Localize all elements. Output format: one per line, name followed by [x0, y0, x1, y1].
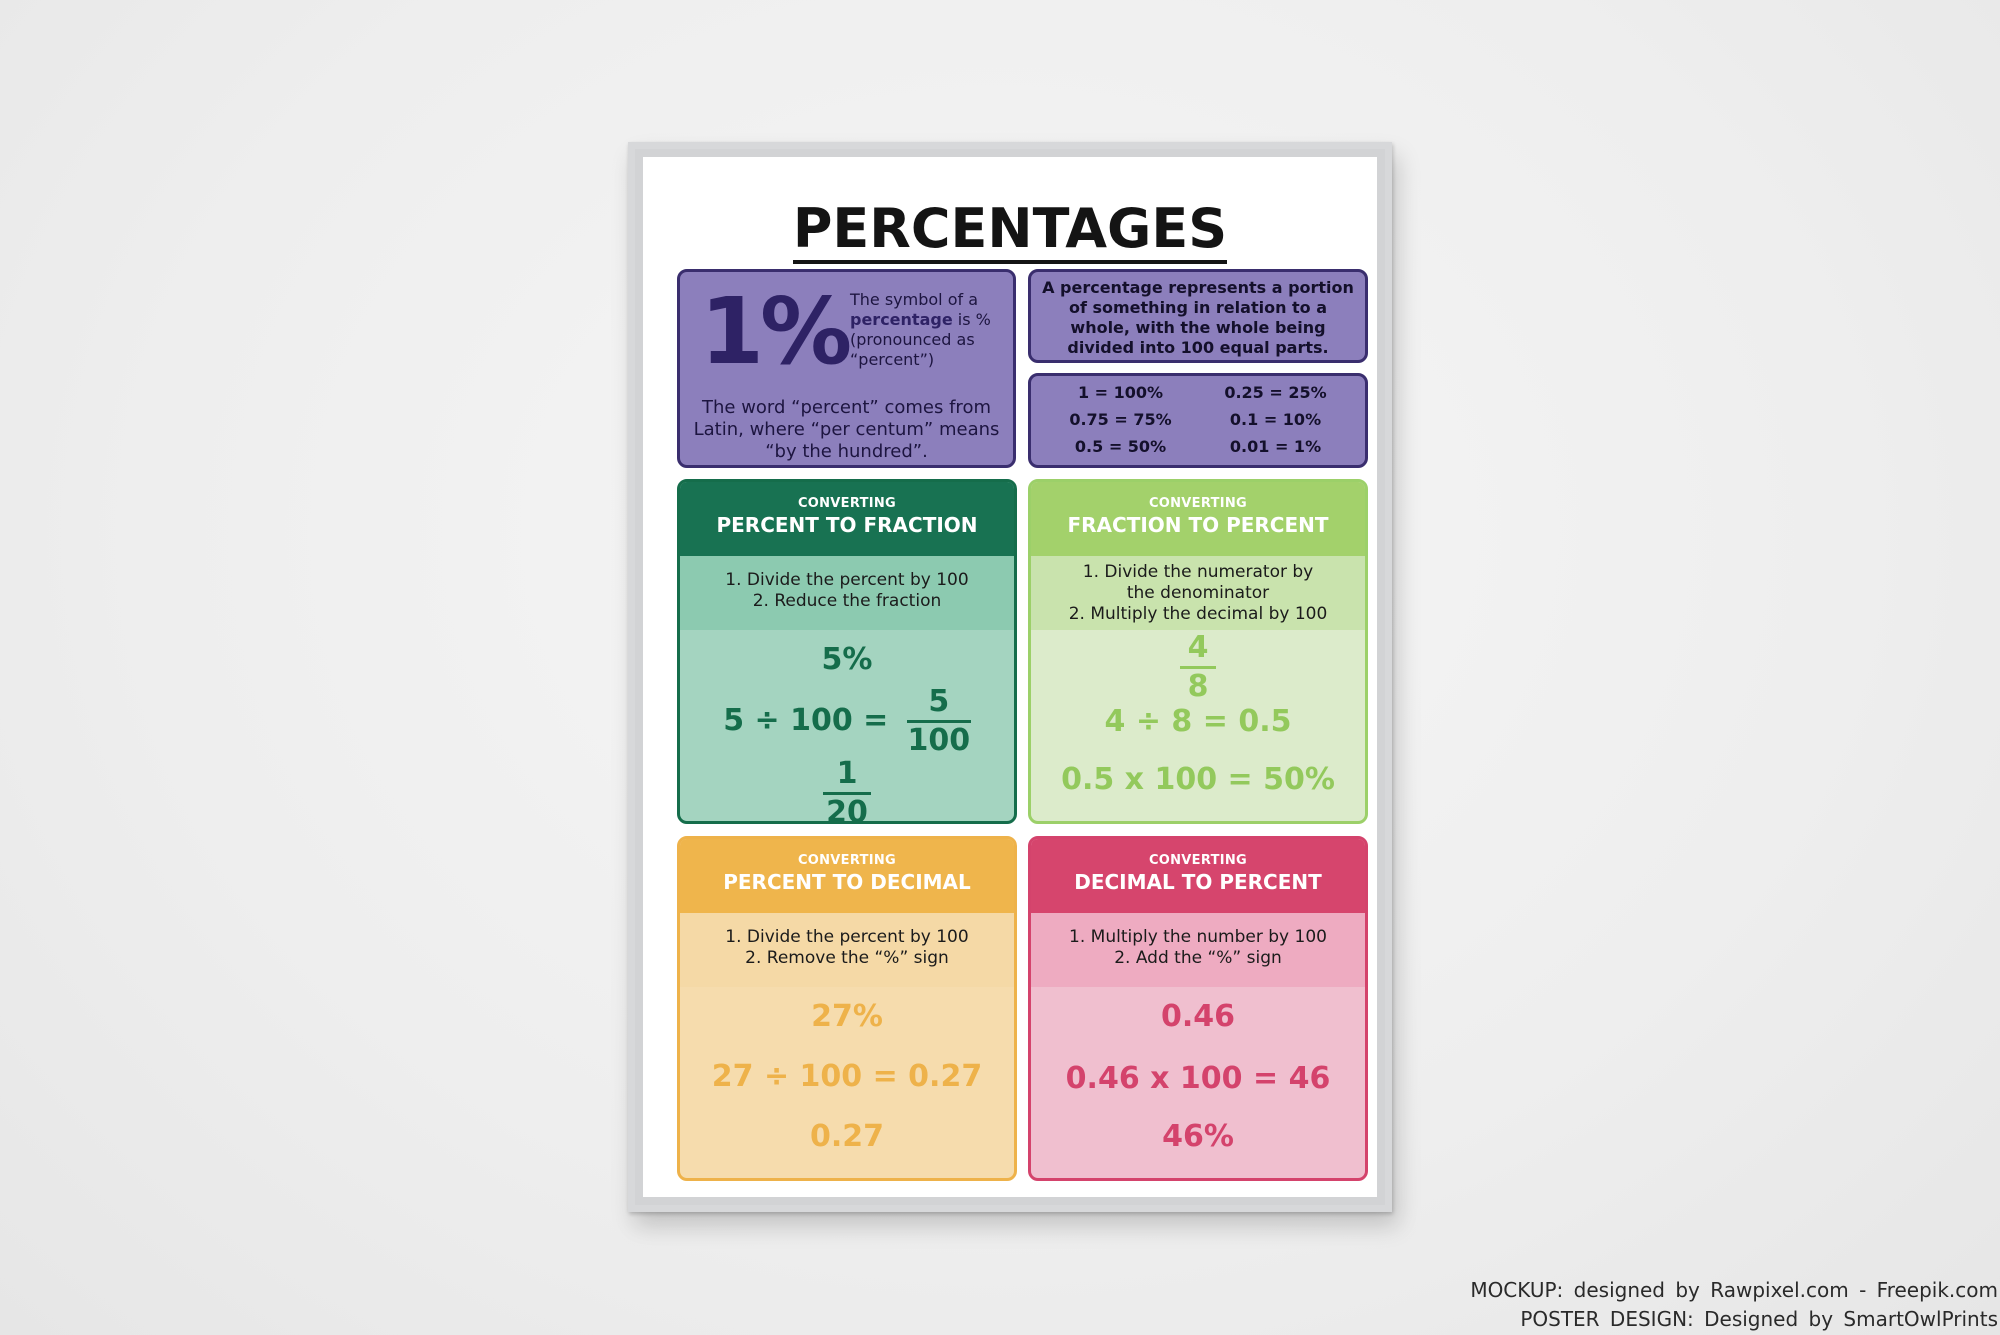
- card-decimal-to-percent: CONVERTING DECIMAL TO PERCENT 1. Multipl…: [1028, 836, 1368, 1181]
- fraction: 5 100: [906, 684, 971, 758]
- fraction: 4 8: [1180, 632, 1216, 703]
- image-credits: MOCKUP: designed by Rawpixel.com - Freep…: [1470, 1276, 1998, 1334]
- equivalent-item: 0.1 = 10%: [1229, 410, 1322, 429]
- card-steps: 1. Divide the numerator by the denominat…: [1031, 556, 1365, 630]
- poster-frame: PERCENTAGES 1% The symbol of a percentag…: [628, 142, 1392, 1212]
- percentages-poster: PERCENTAGES 1% The symbol of a percentag…: [643, 157, 1377, 1197]
- percent-symbol: 1%: [700, 278, 852, 385]
- card-example: 27% 27 ÷ 100 = 0.27 0.27: [711, 999, 983, 1154]
- card-example: 5% 5 ÷ 100 = 5 100 1 20: [680, 630, 1014, 821]
- card-header: CONVERTING FRACTION TO PERCENT: [1031, 482, 1365, 556]
- fraction: 1 20: [823, 758, 871, 821]
- card-steps: 1. Multiply the number by 100 2. Add the…: [1031, 913, 1365, 987]
- card-example: 4 8 4 ÷ 8 = 0.5 0.5 x 100 = 50%: [1061, 630, 1335, 798]
- definition-box: A percentage represents a portion of som…: [1028, 269, 1368, 363]
- equivalents-box: 1 = 100% 0.25 = 25% 0.75 = 75% 0.1 = 10%…: [1028, 373, 1368, 468]
- card-header: CONVERTING PERCENT TO DECIMAL: [680, 839, 1014, 913]
- card-header: CONVERTING DECIMAL TO PERCENT: [1031, 839, 1365, 913]
- equivalent-item: 0.01 = 1%: [1229, 437, 1322, 456]
- symbol-description: The symbol of a percentage is % (pronoun…: [850, 290, 991, 369]
- card-title: DECIMAL TO PERCENT: [1074, 870, 1322, 894]
- equivalent-item: 0.75 = 75%: [1069, 410, 1172, 429]
- intro-box: 1% The symbol of a percentage is % (pron…: [677, 269, 1016, 468]
- equivalent-item: 0.25 = 25%: [1224, 383, 1327, 402]
- poster-title: PERCENTAGES: [643, 197, 1377, 264]
- equivalent-item: 1 = 100%: [1077, 383, 1164, 402]
- word-origin-text: The word “percent” comes from Latin, whe…: [693, 397, 1000, 462]
- equivalents-grid: 1 = 100% 0.25 = 25% 0.75 = 75% 0.1 = 10%…: [1043, 382, 1353, 458]
- card-steps: 1. Divide the percent by 100 2. Reduce t…: [680, 556, 1014, 630]
- card-title: PERCENT TO DECIMAL: [723, 870, 971, 894]
- card-percent-to-fraction: CONVERTING PERCENT TO FRACTION 1. Divide…: [677, 479, 1017, 824]
- card-steps: 1. Divide the percent by 100 2. Remove t…: [680, 913, 1014, 987]
- card-title: PERCENT TO FRACTION: [716, 513, 978, 537]
- card-example: 0.46 0.46 x 100 = 46 46%: [1065, 999, 1331, 1154]
- mockup-credit: MOCKUP: designed by Rawpixel.com - Freep…: [1470, 1278, 1998, 1302]
- card-header: CONVERTING PERCENT TO FRACTION: [680, 482, 1014, 556]
- card-fraction-to-percent: CONVERTING FRACTION TO PERCENT 1. Divide…: [1028, 479, 1368, 824]
- poster-credit: POSTER DESIGN: Designed by SmartOwlPrint…: [1520, 1307, 1998, 1331]
- definition-text: A percentage represents a portion of som…: [1042, 278, 1354, 357]
- card-title: FRACTION TO PERCENT: [1067, 513, 1329, 537]
- card-percent-to-decimal: CONVERTING PERCENT TO DECIMAL 1. Divide …: [677, 836, 1017, 1181]
- equivalent-item: 0.5 = 50%: [1074, 437, 1167, 456]
